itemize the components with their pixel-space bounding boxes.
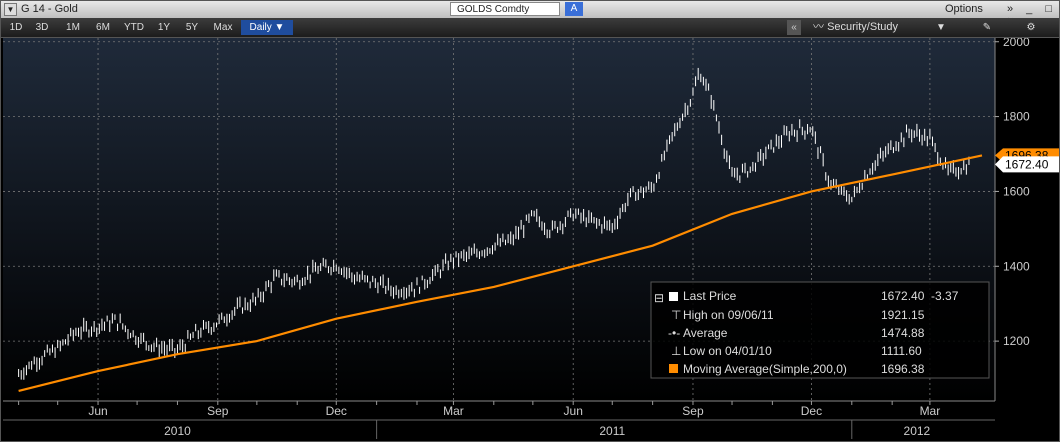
legend-label-last-price: Last Price — [683, 289, 737, 303]
last-price-tag — [995, 156, 1059, 173]
period-1y-button[interactable]: 1Y — [157, 22, 171, 33]
title-bar: ▼ G 14 - Gold GOLDS Comdty A Options » _… — [1, 1, 1059, 27]
window-menu-button[interactable]: ▼ — [4, 3, 17, 16]
toolbar: 1D 3D 1M 6M YTD 1Y 5Y Max Daily ▼ « 〰 Se… — [1, 18, 1059, 38]
y-tick-label: 2000 — [1003, 38, 1030, 49]
collapse-button[interactable]: « — [787, 20, 801, 35]
x-month-label: Jun — [564, 404, 583, 418]
moving-average-line — [18, 154, 983, 392]
y-tick-label: 1800 — [1003, 110, 1030, 124]
period-1d-button[interactable]: 1D — [9, 22, 23, 33]
period-6m-button[interactable]: 6M — [96, 22, 110, 33]
legend-value-high: 1921.15 — [881, 308, 925, 322]
x-axis: Jun Sep Dec Mar Jun Sep Dec Mar 2010 2011 2012 — [3, 400, 995, 439]
legend-value-moving-average: 1696.38 — [881, 362, 925, 376]
ticker-badge[interactable]: A — [565, 2, 583, 16]
gear-icon[interactable]: ⚙ — [1026, 22, 1036, 33]
y-tick-label: 1200 — [1003, 334, 1030, 348]
x-month-label: Dec — [326, 404, 347, 418]
last-price-label: 1672.40 — [1005, 157, 1049, 171]
moving-average-marker-icon — [669, 364, 678, 373]
security-study-button[interactable]: 〰 Security/Study — [813, 20, 898, 35]
price-series — [18, 67, 970, 380]
study-chart-icon: 〰 — [813, 21, 828, 33]
window-title: G 14 - Gold — [21, 3, 78, 15]
price-chart: 1200 1400 1600 1800 2000 Jun Sep Dec Mar Jun Sep D… — [3, 38, 1059, 439]
legend-value-last-price: 1672.40 -3.37 — [881, 289, 959, 303]
x-month-label: Mar — [443, 404, 464, 418]
legend-collapse-icon[interactable]: ⊟ — [654, 291, 664, 305]
x-month-label: Sep — [682, 404, 704, 418]
legend-label-low: Low on 04/01/10 — [683, 344, 772, 358]
period-5y-button[interactable]: 5Y — [185, 22, 199, 33]
frequency-dropdown[interactable]: Daily ▼ — [241, 20, 293, 35]
security-study-label: Security/Study — [827, 21, 898, 33]
comment-icon[interactable]: ▼ — [936, 22, 946, 33]
grid-lines — [3, 38, 995, 401]
ticker-field[interactable]: GOLDS Comdty — [450, 2, 560, 16]
legend-value-average: 1474.88 — [881, 326, 925, 340]
high-marker-icon: ⊤ — [671, 308, 681, 322]
edit-icon[interactable]: ✎ — [982, 22, 992, 33]
x-month-label: Jun — [88, 404, 107, 418]
legend-label-high: High on 09/06/11 — [683, 308, 774, 322]
y-axis: 1200 1400 1600 1800 2000 — [994, 38, 1030, 401]
period-max-button[interactable]: Max — [213, 22, 233, 33]
period-1m-button[interactable]: 1M — [66, 22, 80, 33]
x-month-label: Dec — [801, 404, 822, 418]
average-marker-icon: -•- — [668, 326, 680, 340]
period-3d-button[interactable]: 3D — [35, 22, 49, 33]
legend-panel — [650, 281, 990, 379]
period-ytd-button[interactable]: YTD — [124, 22, 144, 33]
y-tick-label: 1600 — [1003, 184, 1030, 198]
options-menu[interactable]: Options — [945, 3, 983, 15]
x-year-label: 2012 — [904, 424, 931, 438]
x-month-label: Sep — [207, 404, 229, 418]
last-price-marker-icon — [669, 292, 678, 301]
x-year-label: 2011 — [599, 424, 625, 438]
y-tick-label: 1400 — [1003, 259, 1030, 273]
low-marker-icon: ⊥ — [671, 344, 681, 358]
legend: ⊟ Last Price 1672.40 -3.37 ⊤ High on 09/… — [650, 281, 990, 379]
x-month-label: Mar — [920, 404, 941, 418]
legend-value-low: 1111.60 — [881, 344, 922, 358]
legend-label-moving-average: Moving Average(Simple,200,0) — [683, 362, 847, 376]
legend-label-average: Average — [683, 326, 728, 340]
x-year-label: 2010 — [164, 424, 191, 438]
